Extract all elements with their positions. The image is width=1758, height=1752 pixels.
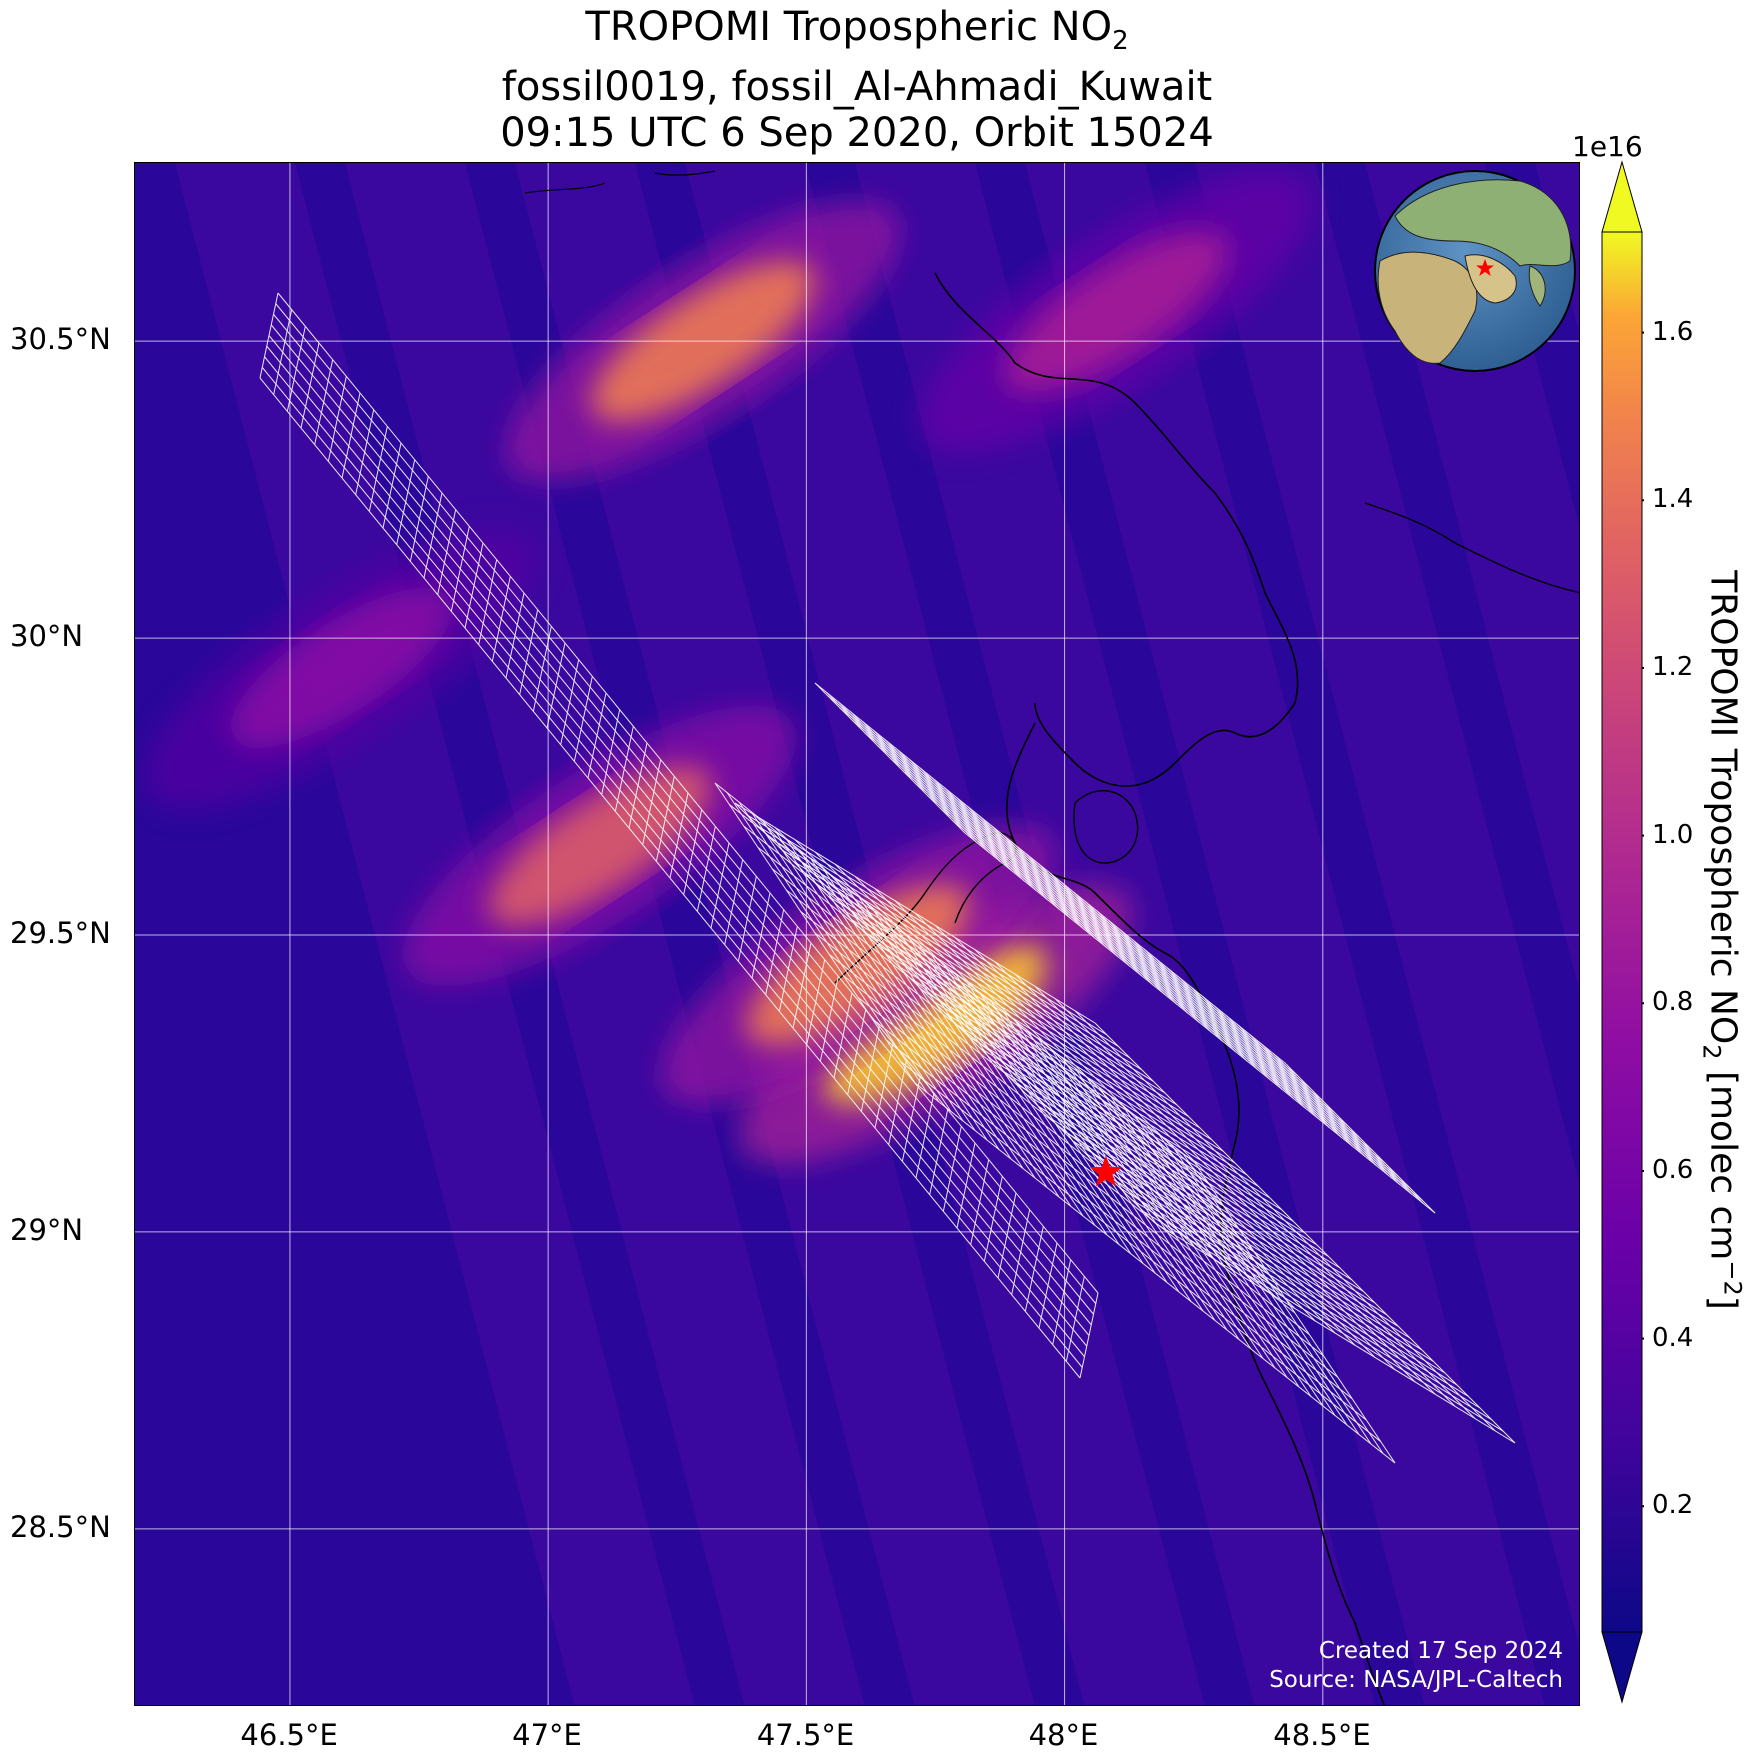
coastline-northeast: [1364, 502, 1579, 594]
colorbar-tick-label: 0.4: [1652, 1322, 1694, 1353]
footprint-mesh: [259, 292, 1099, 1379]
coastline-bubiyan: [1073, 789, 1139, 864]
inset-globe: [1374, 170, 1576, 372]
swath-band: [1365, 163, 1579, 990]
created-date: Created 17 Sep 2024: [1318, 1638, 1563, 1664]
observation-footprints: [259, 292, 1516, 1464]
globe-africa: [1377, 251, 1478, 364]
globe-eurasia: [1394, 179, 1572, 267]
lat-tick-label: 30°N: [10, 619, 84, 654]
credits: Created 17 Sep 2024 Source: NASA/JPL-Cal…: [1269, 1637, 1563, 1695]
coastline-shatt-al-arab: [934, 272, 1299, 787]
lat-tick-label: 29.5°N: [10, 916, 111, 950]
colorbar-tick-label: 1.4: [1652, 484, 1694, 515]
colorbar-tick-label: 1.0: [1652, 819, 1694, 850]
swath-band: [1195, 163, 1579, 1646]
colorbar-gradient: [1601, 231, 1643, 1633]
lon-tick-label: 47°E: [512, 1718, 582, 1752]
colorbar-tick-label: 0.8: [1652, 987, 1694, 1018]
swath-band: [1025, 163, 1545, 1705]
colorbar-tick-label: 0.6: [1652, 1154, 1694, 1185]
coastline-north-lakes: [524, 170, 716, 194]
target-star-marker[interactable]: [1089, 1155, 1123, 1187]
title-line-3: 09:15 UTC 6 Sep 2020, Orbit 15024: [500, 110, 1214, 156]
footprint-mesh: [714, 782, 1396, 1464]
colorbar-min-extend: [1601, 1631, 1643, 1704]
title-line-2: fossil0019, fossil_Al-Ahmadi_Kuwait: [501, 64, 1213, 110]
colorbar-exponent: 1e16: [1572, 130, 1643, 163]
gridlines: [135, 163, 1579, 1705]
no2-hotspot: [738, 883, 1133, 1165]
chart-title: TROPOMI Tropospheric NO2 fossil0019, fos…: [134, 4, 1580, 156]
globe-arabia: [1464, 254, 1517, 304]
no2-hotspot-layer: [144, 171, 1314, 1165]
lon-tick-label: 46.5°E: [240, 1718, 338, 1752]
no2-map[interactable]: [135, 163, 1580, 1706]
source-credit: Source: NASA/JPL-Caltech: [1269, 1667, 1563, 1693]
footprint-mesh: [814, 682, 1436, 1214]
colorbar-tick-marks: [1642, 331, 1644, 1508]
colorbar: [1601, 160, 1644, 1704]
globe-india: [1528, 265, 1546, 307]
lat-tick-label: 28.5°N: [10, 1509, 111, 1544]
colorbar-tick-label: 0.2: [1652, 1490, 1694, 1521]
no2-hotspot: [660, 824, 1056, 1105]
globe-star-marker: [1476, 259, 1494, 276]
no2-hotspot: [919, 171, 1314, 452]
map-panel[interactable]: Created 17 Sep 2024 Source: NASA/JPL-Cal…: [134, 162, 1580, 1706]
target-marker-layer: [1089, 1155, 1123, 1187]
lat-tick-label: 30.5°N: [10, 322, 111, 357]
colorbar-tick-label: 1.2: [1652, 651, 1694, 682]
lon-tick-label: 48°E: [1028, 1718, 1099, 1752]
colorbar-label: TROPOMI Tropospheric NO2 [molec cm−2]: [1697, 570, 1747, 1310]
coastline-kuwait-bay: [1006, 722, 1386, 1705]
title-line-1: TROPOMI Tropospheric NO2: [585, 4, 1129, 56]
no2-hotspot: [402, 705, 797, 987]
colorbar-max-extend: [1601, 160, 1643, 233]
lon-tick-label: 47.5°E: [756, 1718, 855, 1752]
colorbar-tick-label: 1.6: [1652, 316, 1694, 347]
lat-tick-label: 29°N: [10, 1212, 84, 1247]
lon-tick-label: 48.5°E: [1273, 1718, 1371, 1752]
